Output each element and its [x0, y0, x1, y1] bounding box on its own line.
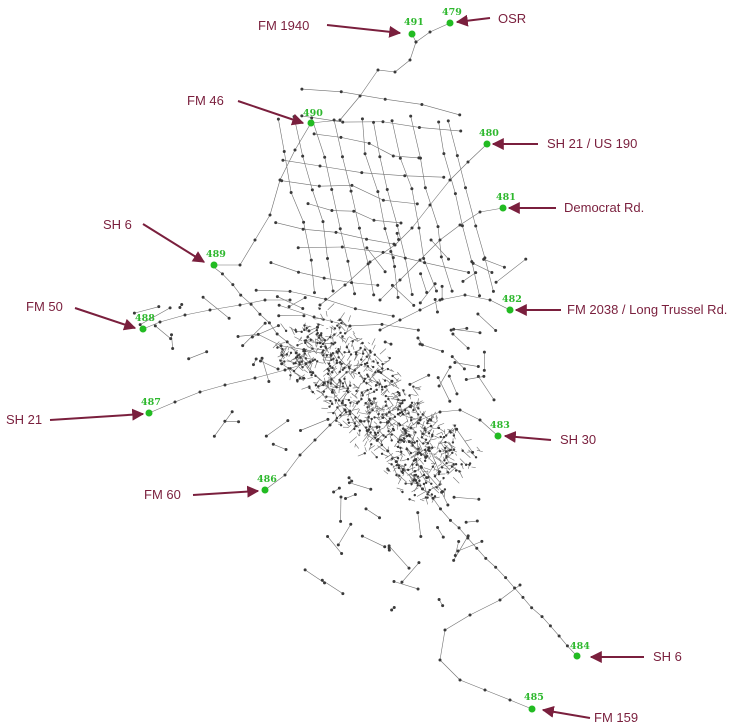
arrow-fm50: [74, 307, 137, 331]
arrow-fm1940: [326, 24, 402, 38]
road-label-sh6-north: SH 6: [103, 217, 132, 232]
station-id-486: 486: [257, 474, 277, 485]
station-id-484: 484: [570, 641, 590, 652]
station-node-482[interactable]: [506, 306, 514, 314]
station-node-480[interactable]: [483, 140, 491, 148]
road-label-fm2038: FM 2038 / Long Trussel Rd.: [567, 302, 727, 317]
station-id-490: 490: [303, 108, 323, 119]
station-id-488: 488: [135, 313, 155, 324]
arrow-osr: [455, 14, 491, 27]
road-network-links: [134, 22, 579, 710]
station-node-483[interactable]: [494, 432, 502, 440]
station-node-486[interactable]: [261, 486, 269, 494]
label-arrows: [49, 14, 644, 719]
road-labels: FM 1940 OSR FM 46 SH 21 / US 190 Democra…: [6, 11, 727, 725]
station-node-491[interactable]: [408, 30, 416, 38]
road-label-sh21-west: SH 21: [6, 412, 42, 427]
station-id-481: 481: [496, 192, 516, 203]
road-label-osr: OSR: [498, 11, 526, 26]
station-id-479: 479: [442, 7, 462, 18]
arrow-sh6-north: [142, 223, 206, 263]
station-node-489[interactable]: [210, 261, 218, 269]
external-station-nodes: [139, 19, 581, 713]
station-id-485: 485: [524, 692, 544, 703]
road-label-fm46: FM 46: [187, 93, 224, 108]
station-id-491: 491: [404, 17, 424, 28]
road-label-fm159: FM 159: [594, 710, 638, 725]
station-node-490[interactable]: [307, 119, 315, 127]
station-node-487[interactable]: [145, 409, 153, 417]
arrow-fm46: [237, 100, 305, 126]
road-label-fm60: FM 60: [144, 487, 181, 502]
station-node-485[interactable]: [528, 705, 536, 713]
road-label-sh6-south: SH 6: [653, 649, 682, 664]
road-label-democrat: Democrat Rd.: [564, 200, 644, 215]
station-id-labels: 491 479 490 480 481 489 482 488 487 483 …: [135, 7, 590, 703]
road-label-fm50: FM 50: [26, 299, 63, 314]
arrow-fm60: [192, 485, 260, 498]
station-node-488[interactable]: [139, 325, 147, 333]
station-id-480: 480: [479, 128, 499, 139]
station-id-483: 483: [490, 420, 510, 431]
arrow-sh30: [503, 430, 552, 443]
road-network-nodes: [132, 21, 580, 711]
road-label-sh21-us190: SH 21 / US 190: [547, 136, 637, 151]
road-label-fm1940: FM 1940: [258, 18, 309, 33]
station-id-489: 489: [206, 249, 226, 260]
station-node-481[interactable]: [499, 204, 507, 212]
station-node-479[interactable]: [446, 19, 454, 27]
station-id-482: 482: [502, 294, 522, 305]
road-label-sh30: SH 30: [560, 432, 596, 447]
station-node-484[interactable]: [573, 652, 581, 660]
station-id-487: 487: [141, 397, 161, 408]
arrow-fm159: [541, 705, 591, 719]
arrow-sh21-west: [49, 408, 145, 421]
